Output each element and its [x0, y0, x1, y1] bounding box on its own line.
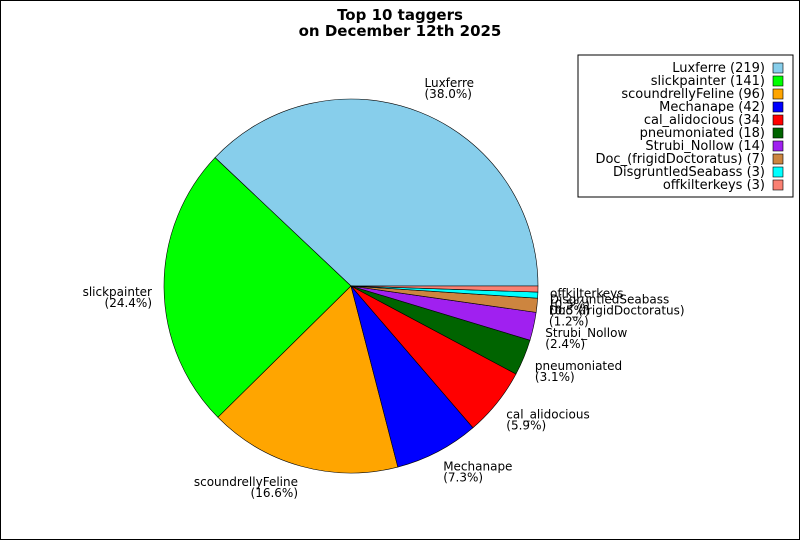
slice-percent-mechanape: (7.3%) [443, 470, 483, 484]
slice-label-scoundrellyfeline: scoundrellyFeline [194, 475, 298, 489]
slice-percent-luxferre: (38.0%) [425, 87, 472, 101]
legend-swatch-luxferre [772, 62, 784, 74]
legend-entry-scoundrellyfeline: scoundrellyFeline (96) [621, 87, 765, 102]
legend-box [577, 54, 794, 198]
legend-swatch-offkilterkeys [772, 179, 784, 191]
slice-label-offkilterkeys: offkilterkeys [550, 286, 624, 300]
slice-label-disgruntledseabass: DisgruntledSeabass [550, 293, 669, 307]
pie-slice-offkilterkeys [350, 285, 539, 293]
slice-label-mechanape: Mechanape [443, 459, 512, 473]
chart-title-line-1: Top 10 taggers [337, 6, 463, 24]
legend-entry-luxferre: Luxferre (219) [672, 61, 765, 76]
pie-slice-slickpainter [163, 157, 352, 418]
slice-label-strubi-nollow: Strubi_Nollow [545, 326, 627, 340]
pie-slice-scoundrellyfeline [217, 285, 399, 474]
slice-label-luxferre: Luxferre [425, 76, 475, 90]
slice-label-cal-alidocious: cal_alidocious [506, 407, 589, 421]
legend-entry-slickpainter: slickpainter (141) [651, 74, 765, 89]
legend-entry-strubi-nollow: Strubi_Nollow (14) [645, 139, 765, 154]
slice-label-pneumoniated: pneumoniated [535, 359, 622, 373]
slice-percent-strubi-nollow: (2.4%) [545, 337, 585, 351]
legend-swatch-pneumoniated [772, 127, 784, 139]
pie-slices [163, 98, 539, 474]
slice-percent-cal-alidocious: (5.9%) [506, 418, 546, 432]
legend-entry-disgruntledseabass: DisgruntledSeabass (3) [613, 165, 765, 180]
legend-entry-offkilterkeys: offkilterkeys (3) [663, 178, 765, 193]
pie-slice-luxferre [214, 98, 539, 287]
slice-percent-scoundrellyfeline: (16.6%) [251, 486, 298, 500]
chart-title-line-2: on December 12th 2025 [299, 22, 502, 40]
legend-swatch-scoundrellyfeline [772, 88, 784, 100]
slice-percent-slickpainter: (24.4%) [105, 296, 152, 310]
slice-percent-disgruntledseabass: (0.5%) [550, 304, 590, 318]
legend-entry-doc-frigiddoctoratus: Doc_(frigidDoctoratus) (7) [595, 152, 765, 167]
slice-label-doc-frigiddoctoratus: Doc_(frigidDoctoratus) [549, 304, 685, 318]
legend-swatch-cal-alidocious [772, 114, 784, 126]
chart-legend: Luxferre (219)slickpainter (141)scoundre… [577, 54, 794, 198]
slice-label-slickpainter: slickpainter [83, 285, 152, 299]
legend-swatch-strubi-nollow [772, 140, 784, 152]
slice-percent-offkilterkeys: (0.5%) [550, 297, 590, 311]
slice-percent-pneumoniated: (3.1%) [535, 370, 575, 384]
legend-entry-cal-alidocious: cal_alidocious (34) [644, 113, 765, 128]
slice-percent-doc-frigiddoctoratus: (1.2%) [549, 315, 589, 329]
legend-swatch-disgruntledseabass [772, 166, 784, 178]
legend-entry-pneumoniated: pneumoniated (18) [640, 126, 765, 141]
legend-entry-mechanape: Mechanape (42) [659, 100, 765, 115]
legend-swatch-doc-frigiddoctoratus [772, 153, 784, 165]
legend-swatch-slickpainter [772, 75, 784, 87]
pie-slice-labels: Luxferre(38.0%) slickpainter(24.4%) scound… [83, 76, 685, 500]
legend-swatch-mechanape [772, 101, 784, 113]
